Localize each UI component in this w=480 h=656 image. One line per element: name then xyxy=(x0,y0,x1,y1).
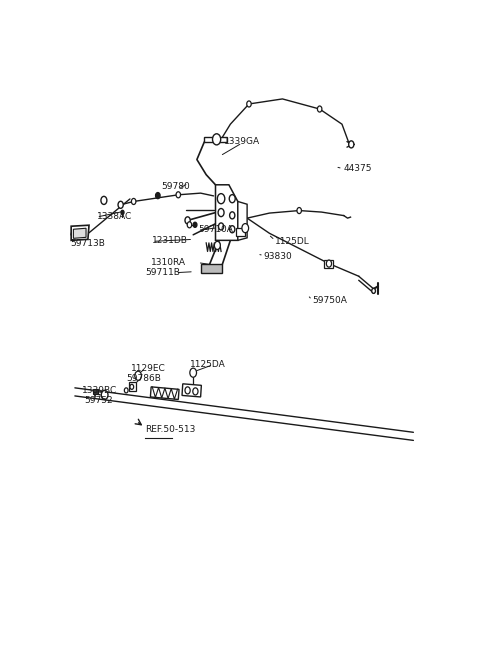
Circle shape xyxy=(214,136,218,142)
Circle shape xyxy=(101,196,107,205)
Bar xyxy=(324,260,334,268)
Circle shape xyxy=(190,368,196,377)
Text: 59711B: 59711B xyxy=(145,268,180,277)
Circle shape xyxy=(193,388,198,395)
Text: 59713B: 59713B xyxy=(71,239,105,248)
Polygon shape xyxy=(71,225,89,240)
Text: 1339BC: 1339BC xyxy=(82,386,117,395)
Polygon shape xyxy=(202,264,222,273)
Text: 59752: 59752 xyxy=(84,396,112,405)
Text: 93830: 93830 xyxy=(264,252,293,261)
Polygon shape xyxy=(204,137,227,142)
Circle shape xyxy=(217,194,225,204)
Circle shape xyxy=(185,387,190,394)
Circle shape xyxy=(229,212,235,219)
Text: 59786B: 59786B xyxy=(126,375,161,383)
Circle shape xyxy=(326,260,332,267)
Circle shape xyxy=(185,217,190,224)
Circle shape xyxy=(348,141,354,148)
Circle shape xyxy=(317,106,322,112)
Text: 1125DA: 1125DA xyxy=(190,360,225,369)
Circle shape xyxy=(135,371,142,380)
Circle shape xyxy=(247,101,251,107)
Circle shape xyxy=(218,223,224,230)
Circle shape xyxy=(156,193,160,199)
Circle shape xyxy=(191,370,195,376)
Circle shape xyxy=(136,373,140,379)
Circle shape xyxy=(229,226,235,233)
Polygon shape xyxy=(150,387,179,400)
Circle shape xyxy=(372,289,375,293)
Bar xyxy=(129,382,135,391)
Polygon shape xyxy=(238,201,247,240)
Bar xyxy=(93,389,97,394)
Circle shape xyxy=(214,135,219,144)
Circle shape xyxy=(121,211,124,215)
Text: 59710A: 59710A xyxy=(198,225,233,234)
Circle shape xyxy=(243,225,248,231)
Text: 1129EC: 1129EC xyxy=(132,363,166,373)
Circle shape xyxy=(193,222,197,228)
Text: 44375: 44375 xyxy=(344,164,372,173)
Circle shape xyxy=(242,224,249,233)
Circle shape xyxy=(118,201,123,209)
Circle shape xyxy=(187,222,192,228)
Text: 1310RA: 1310RA xyxy=(151,258,186,267)
Circle shape xyxy=(101,390,108,400)
Polygon shape xyxy=(182,384,202,397)
Circle shape xyxy=(176,192,180,198)
Bar xyxy=(236,228,245,236)
Text: 1339GA: 1339GA xyxy=(224,137,260,146)
Text: 59780: 59780 xyxy=(161,182,190,192)
Text: 1338AC: 1338AC xyxy=(96,212,132,220)
Circle shape xyxy=(229,195,235,203)
Text: 59750A: 59750A xyxy=(312,297,347,306)
Circle shape xyxy=(132,198,136,205)
Circle shape xyxy=(213,134,221,145)
Circle shape xyxy=(218,209,224,216)
Text: 1125DL: 1125DL xyxy=(275,237,310,246)
Polygon shape xyxy=(73,228,86,238)
Circle shape xyxy=(124,388,128,393)
Circle shape xyxy=(215,241,220,249)
Text: REF.50-513: REF.50-513 xyxy=(145,425,195,434)
Text: 1231DB: 1231DB xyxy=(152,236,188,245)
Circle shape xyxy=(130,384,133,390)
Circle shape xyxy=(297,207,301,214)
Polygon shape xyxy=(216,185,238,240)
